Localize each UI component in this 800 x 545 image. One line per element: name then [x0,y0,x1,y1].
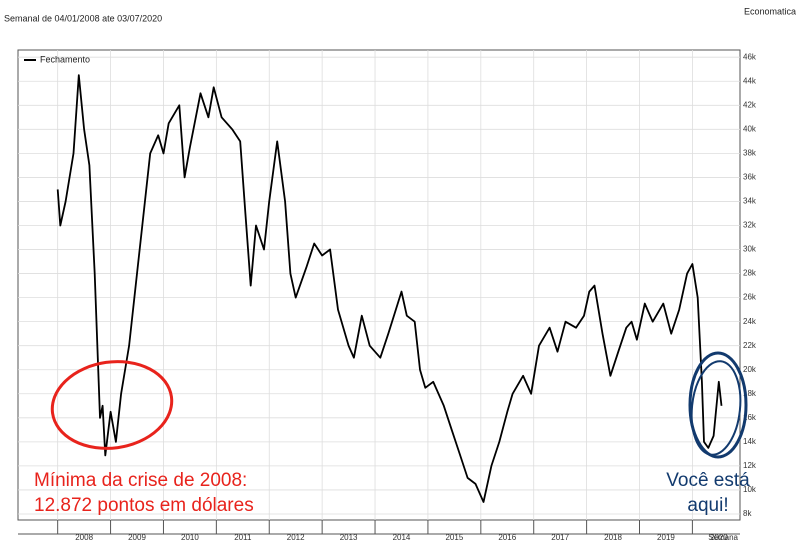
legend-label: Fechamento [40,54,90,64]
x-tick-label: 2020 [710,533,728,542]
highlight-circle [690,360,742,456]
y-tick-label: 46k [743,52,757,61]
grid: 8k 10k 12k 14k 16k 18k 20k 22k 24k 26k 28k 30k 32k 34… [18,50,757,542]
y-tick-label: 14k [743,437,757,446]
x-tick-label: 2019 [657,533,675,542]
y-tick-label: 38k [743,148,757,157]
source: Economatica [744,6,796,16]
x-tick-label: 2010 [181,533,199,542]
plot [56,74,723,503]
x-tick-label: 2016 [498,533,516,542]
annotation: aqui! [687,495,728,516]
annotation: 12.872 pontos em dólares [34,495,254,516]
y-tick-label: 40k [743,124,757,133]
x-tick-label: 2011 [234,533,252,542]
x-tick-label: 2013 [340,533,358,542]
y-tick-label: 20k [743,365,757,374]
subtitle: Semanal de 04/01/2008 ate 03/07/2020 [4,13,162,23]
y-tick-label: 36k [743,173,757,182]
x-tick-label: 2015 [445,533,463,542]
x-tick-label: 2009 [128,533,146,542]
x-tick-label: 2014 [393,533,411,542]
x-tick-label: 2018 [604,533,622,542]
x-tick-label: 2008 [75,533,93,542]
y-tick-label: 44k [743,76,757,85]
x-tick-label: 2012 [287,533,305,542]
y-tick-label: 28k [743,269,757,278]
x-axis-label: Semana [708,533,738,542]
y-tick-label: 30k [743,245,757,254]
line-series [56,74,723,503]
y-tick-label: 22k [743,341,757,350]
y-tick-label: 10k [743,485,757,494]
y-tick-label: 24k [743,317,757,326]
y-tick-label: 12k [743,461,757,470]
highlight-circle [688,351,748,459]
y-tick-label: 42k [743,100,757,109]
y-tick-label: 16k [743,413,757,422]
y-tick-label: 26k [743,293,757,302]
y-tick-label: 18k [743,389,757,398]
plot-frame [17,49,741,521]
y-tick-label: 32k [743,221,757,230]
y-tick-label: 8k [743,509,752,518]
highlight-circle [50,360,174,450]
y-tick-label: 34k [743,197,757,206]
x-tick-label: 2017 [551,533,569,542]
annotation: Mínima da crise de 2008: [34,470,247,491]
annotation: Você está [666,470,750,491]
